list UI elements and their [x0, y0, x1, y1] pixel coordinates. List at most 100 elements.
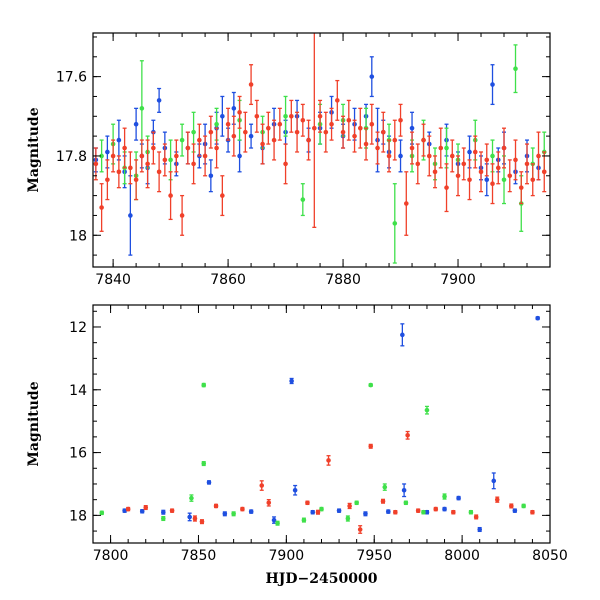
data-point-red [369, 121, 375, 127]
data-point-green [275, 520, 280, 526]
y-tick-label: 17.6 [56, 70, 87, 86]
data-point-red [501, 145, 507, 151]
data-point-blue [385, 509, 391, 514]
data-point-red [128, 165, 133, 171]
data-layer [93, 33, 547, 264]
data-point-red [225, 121, 231, 127]
data-point-blue [535, 315, 540, 321]
data-point-red [405, 433, 410, 438]
data-point-red [518, 185, 524, 190]
data-point-red [315, 509, 321, 515]
data-point-green [403, 500, 409, 506]
data-point-red [494, 497, 500, 502]
data-point-green [421, 509, 426, 515]
data-point-blue [122, 508, 127, 513]
data-point-blue [208, 173, 214, 179]
data-point-blue [484, 177, 490, 183]
data-point-green [189, 495, 194, 501]
data-point-red [116, 169, 122, 175]
data-point-red [346, 117, 352, 123]
data-point-red [122, 145, 127, 151]
data-point-blue [133, 121, 139, 127]
data-point-green [354, 500, 359, 506]
data-layer [99, 315, 540, 534]
data-point-red [174, 153, 179, 159]
x-tick-label: 7850 [181, 548, 217, 564]
data-point-green [368, 382, 374, 388]
data-point-red [536, 153, 541, 159]
data-point-red [133, 177, 139, 183]
data-point-red [151, 145, 156, 151]
data-point-green [319, 506, 324, 512]
data-point-red [433, 506, 439, 512]
data-point-red [484, 157, 490, 163]
x-tick-label: 8050 [532, 548, 568, 564]
y-tick-label: 17.8 [56, 149, 87, 165]
data-point-red [473, 514, 479, 520]
data-point-green [191, 129, 196, 135]
data-point-blue [248, 133, 254, 139]
top-panel: 7840 7860 7880 7900 17.6 17.8 18 Magnitude [26, 32, 551, 288]
data-point-red [179, 213, 185, 218]
data-point-blue [105, 149, 110, 155]
data-point-red [393, 509, 398, 515]
data-point-red [143, 505, 149, 510]
data-point-blue [512, 508, 518, 513]
data-point-red [139, 153, 145, 159]
y-tick-label: 18 [69, 228, 87, 244]
data-point-blue [467, 149, 472, 155]
data-point-red [530, 509, 535, 515]
data-point-red [162, 157, 168, 163]
data-point-red [438, 145, 444, 151]
data-point-red [99, 205, 104, 210]
data-point-red [199, 519, 205, 524]
data-point-red [368, 443, 374, 449]
data-point-red [409, 145, 415, 151]
data-point-red [357, 527, 363, 532]
data-point-red [358, 125, 363, 131]
data-point-red [386, 153, 392, 159]
data-point-blue [363, 511, 368, 517]
data-point-red [490, 181, 495, 187]
x-tick-label: 8000 [444, 548, 480, 564]
data-point-blue [222, 511, 228, 517]
data-point-red [248, 82, 254, 87]
data-point-blue [491, 478, 497, 484]
data-point-blue [220, 113, 225, 119]
data-point-red [513, 157, 518, 163]
data-point-blue [248, 509, 254, 514]
data-point-red [169, 508, 175, 513]
data-point-red [237, 110, 242, 115]
data-point-red [398, 117, 403, 123]
data-point-blue [289, 378, 294, 384]
data-point-red [208, 129, 214, 135]
x-tick-label: 7900 [440, 272, 476, 288]
data-point-green [231, 511, 236, 517]
data-point-red [266, 125, 271, 131]
data-point-red [185, 145, 191, 151]
data-point-red [478, 169, 484, 175]
data-point-blue [490, 82, 495, 87]
data-point-red [254, 113, 260, 119]
data-point-blue [271, 517, 277, 523]
data-point-green [468, 509, 474, 515]
data-point-red [340, 129, 346, 135]
data-point-red [541, 169, 547, 175]
data-point-green [501, 177, 507, 183]
data-point-red [392, 137, 398, 143]
data-point-red [451, 509, 456, 515]
data-point-red [197, 137, 202, 143]
data-point-blue [442, 506, 447, 512]
y-axis-label: Magnitude [26, 381, 42, 466]
data-point-blue [156, 98, 162, 103]
data-point-red [260, 141, 265, 147]
data-point-red [277, 121, 283, 127]
data-point-red [380, 498, 386, 504]
data-point-blue [398, 153, 403, 159]
data-point-green [392, 221, 398, 226]
data-point-green [214, 121, 219, 127]
data-point-green [382, 484, 388, 490]
data-point-red [507, 173, 513, 179]
plot-frame [92, 32, 551, 268]
y-tick-label: 12 [69, 320, 87, 336]
